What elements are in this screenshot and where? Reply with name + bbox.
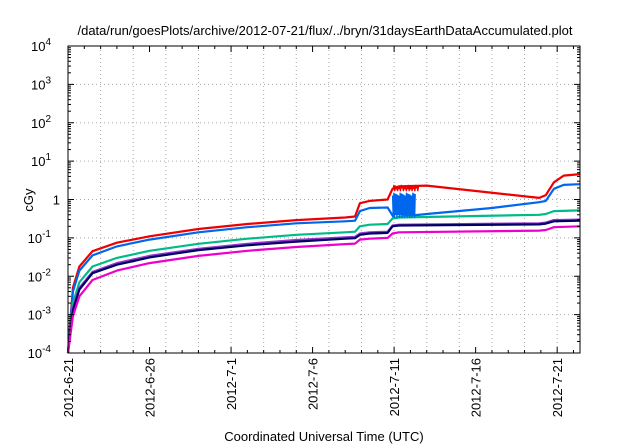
chart-title: /data/run/goesPlots/archive/2012-07-21/f… [77, 23, 572, 38]
x-tick-label: 2012-7-21 [550, 358, 565, 417]
y-tick-label: 103 [31, 75, 51, 92]
y-tick-label: 10-3 [28, 306, 52, 323]
y-tick-label: 104 [31, 37, 51, 54]
series-blue-burst [391, 192, 416, 219]
axes: 10-4 10-3 10-2 10-1 1 101 102 103 104 2012-6-21 20… [28, 37, 580, 417]
series-teal [66, 209, 581, 354]
series-red-burst [392, 184, 420, 192]
x-tick-label: 2012-6-26 [143, 358, 158, 417]
x-tick-label: 2012-7-6 [306, 358, 321, 410]
x-tick-label: 2012-7-16 [469, 358, 484, 417]
series-magenta [66, 225, 581, 354]
y-tick-label: 10-2 [28, 267, 52, 284]
x-tick-label: 2012-7-1 [224, 358, 239, 410]
series-red [66, 173, 581, 354]
y-tick-label: 101 [31, 152, 51, 169]
x-tick-label: 2012-6-21 [61, 358, 76, 417]
series-navy [66, 219, 581, 354]
x-tick-label: 2012-7-11 [387, 358, 402, 416]
x-axis-label: Coordinated Universal Time (UTC) [224, 429, 423, 444]
y-tick-label: 1 [53, 193, 60, 208]
grid [68, 46, 580, 353]
series-blue [66, 183, 581, 354]
y-tick-label: 10-1 [28, 229, 52, 246]
y-tick-label: 10-4 [28, 344, 52, 361]
y-tick-label: 102 [31, 114, 51, 131]
series-group [66, 173, 581, 354]
y-axis-label: cGy [21, 188, 36, 212]
